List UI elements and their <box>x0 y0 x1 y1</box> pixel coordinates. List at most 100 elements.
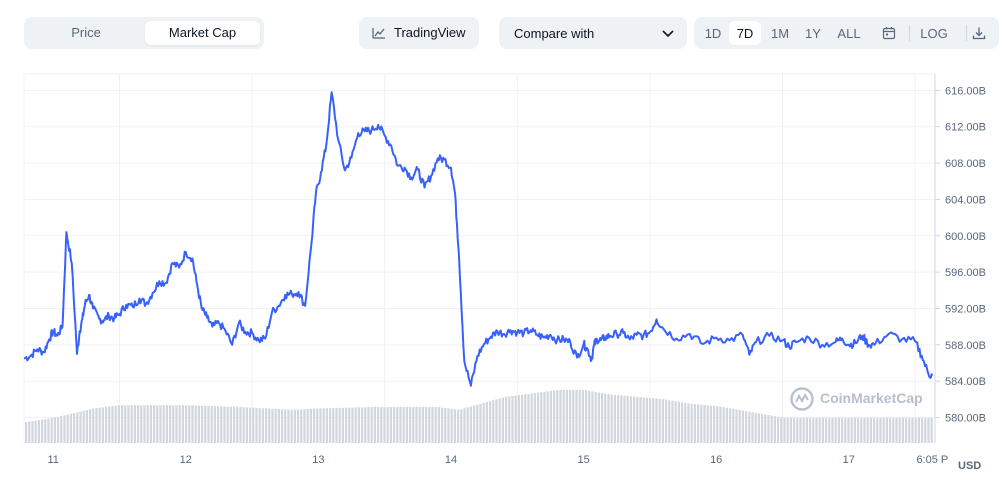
log-toggle[interactable]: LOG <box>920 26 948 41</box>
volume-bar <box>380 407 383 443</box>
volume-bar <box>463 408 466 443</box>
chart-toolbar: Price Market Cap TradingView Compare wit… <box>0 0 1003 60</box>
volume-bar <box>873 417 876 443</box>
volume-bar <box>549 390 552 443</box>
range-7d[interactable]: 7D <box>729 21 761 45</box>
tab-market-cap[interactable]: Market Cap <box>145 21 260 45</box>
volume-bar <box>524 394 527 443</box>
volume-bar <box>489 401 492 443</box>
download-icon[interactable] <box>972 26 986 40</box>
volume-bar <box>156 405 159 443</box>
volume-bar <box>44 419 47 443</box>
volume-bar <box>537 392 540 443</box>
volume-bar <box>764 414 767 443</box>
x-tick-label: 14 <box>445 454 457 466</box>
volume-bar <box>892 417 895 443</box>
volume-bar <box>399 407 402 443</box>
volume-bar <box>92 408 95 443</box>
volume-bar <box>623 395 626 443</box>
volume-bar <box>674 401 677 443</box>
volume-bar <box>447 408 450 443</box>
volume-bar <box>76 412 79 443</box>
volume-bar <box>319 408 322 443</box>
volume-bar <box>396 407 399 443</box>
range-1m[interactable]: 1M <box>770 26 790 41</box>
volume-bar <box>233 406 236 443</box>
currency-label: USD <box>958 460 982 472</box>
coinmarketcap-logo-icon <box>790 387 814 411</box>
volume-bar <box>863 417 866 443</box>
volume-bar <box>258 408 261 443</box>
volume-bar <box>386 407 389 443</box>
calendar-icon[interactable] <box>882 26 896 40</box>
volume-bar <box>869 417 872 443</box>
volume-bar <box>930 417 933 443</box>
volume-bar <box>684 402 687 443</box>
volume-bar <box>34 420 37 443</box>
volume-bar <box>348 407 351 443</box>
volume-bar <box>901 417 904 443</box>
range-1y[interactable]: 1Y <box>805 26 821 41</box>
volume-bar <box>124 405 127 443</box>
volume-bar <box>159 405 162 443</box>
x-tick-label: 16 <box>710 454 722 466</box>
volume-bar <box>169 405 172 443</box>
volume-bar <box>780 417 783 443</box>
volume-bar <box>351 407 354 443</box>
volume-bar <box>370 407 373 443</box>
volume-bar <box>793 417 796 443</box>
x-tick-label: 6:05 P <box>916 454 948 466</box>
volume-bar <box>639 397 642 443</box>
volume-bar <box>415 407 418 443</box>
volume-bar <box>105 406 108 443</box>
volume-bar <box>425 407 428 443</box>
range-all[interactable]: ALL <box>837 26 861 41</box>
volume-bar <box>559 390 562 443</box>
divider <box>909 25 910 41</box>
volume-bar <box>329 408 332 443</box>
volume-bar <box>252 407 255 443</box>
volume-bar <box>229 406 232 443</box>
volume-bar <box>917 417 920 443</box>
y-tick-label: 580.00B <box>945 413 986 425</box>
volume-bar <box>172 405 175 443</box>
volume-bar <box>857 417 860 443</box>
volume-bar <box>738 410 741 443</box>
volume-bar <box>578 390 581 443</box>
y-tick-label: 616.00B <box>945 85 986 97</box>
volume-bar <box>89 409 92 443</box>
volume-bar <box>162 405 165 443</box>
volume-bar <box>335 407 338 443</box>
volume-bar <box>178 405 181 443</box>
chart-line-icon <box>372 28 385 39</box>
volume-bar <box>927 417 930 443</box>
volume-bar <box>242 407 245 443</box>
volume-bar <box>799 417 802 443</box>
volume-bar <box>681 402 684 443</box>
volume-bar <box>194 405 197 443</box>
volume-bar <box>713 405 716 443</box>
tab-price[interactable]: Price <box>71 25 101 40</box>
compare-with-select[interactable]: Compare with <box>499 17 687 49</box>
volume-bar <box>37 420 40 443</box>
range-1d[interactable]: 1D <box>704 26 722 41</box>
volume-bar <box>121 405 124 443</box>
volume-bar <box>284 409 287 443</box>
volume-bar <box>754 412 757 443</box>
volume-bar <box>25 422 28 443</box>
volume-bar <box>453 409 456 443</box>
volume-bar <box>31 421 34 443</box>
volume-bar <box>860 417 863 443</box>
volume-bar <box>153 405 156 443</box>
volume-bar <box>716 406 719 443</box>
tradingview-button[interactable]: TradingView <box>359 17 479 49</box>
volume-bar <box>645 397 648 443</box>
volume-bar <box>594 391 597 443</box>
volume-bar <box>412 407 415 443</box>
volume-bar <box>223 406 226 443</box>
volume-bar <box>751 412 754 443</box>
volume-bar <box>626 396 629 443</box>
volume-bar <box>149 405 152 443</box>
volume-bar <box>757 413 760 443</box>
